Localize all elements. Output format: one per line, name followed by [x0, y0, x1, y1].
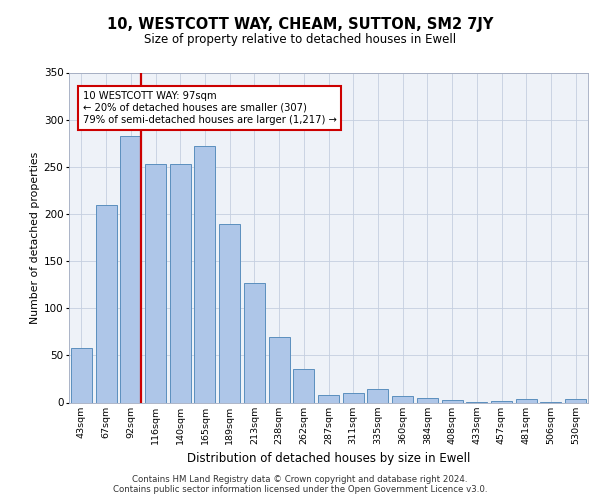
- Text: 10, WESTCOTT WAY, CHEAM, SUTTON, SM2 7JY: 10, WESTCOTT WAY, CHEAM, SUTTON, SM2 7JY: [107, 18, 493, 32]
- Bar: [145, 164, 166, 402]
- Text: Size of property relative to detached houses in Ewell: Size of property relative to detached ho…: [144, 32, 456, 46]
- Bar: [71, 348, 92, 403]
- Bar: [367, 390, 388, 402]
- Bar: [491, 400, 512, 402]
- Bar: [442, 400, 463, 402]
- Y-axis label: Number of detached properties: Number of detached properties: [29, 152, 40, 324]
- Text: Contains HM Land Registry data © Crown copyright and database right 2024.
Contai: Contains HM Land Registry data © Crown c…: [113, 474, 487, 494]
- Bar: [244, 283, 265, 403]
- X-axis label: Distribution of detached houses by size in Ewell: Distribution of detached houses by size …: [187, 452, 470, 465]
- Bar: [293, 368, 314, 402]
- Bar: [269, 336, 290, 402]
- Bar: [219, 224, 240, 402]
- Bar: [194, 146, 215, 403]
- Bar: [120, 136, 141, 402]
- Bar: [343, 393, 364, 402]
- Bar: [516, 398, 537, 402]
- Bar: [170, 164, 191, 402]
- Bar: [95, 204, 116, 402]
- Bar: [565, 398, 586, 402]
- Bar: [392, 396, 413, 402]
- Bar: [417, 398, 438, 402]
- Bar: [318, 395, 339, 402]
- Text: 10 WESTCOTT WAY: 97sqm
← 20% of detached houses are smaller (307)
79% of semi-de: 10 WESTCOTT WAY: 97sqm ← 20% of detached…: [83, 92, 337, 124]
